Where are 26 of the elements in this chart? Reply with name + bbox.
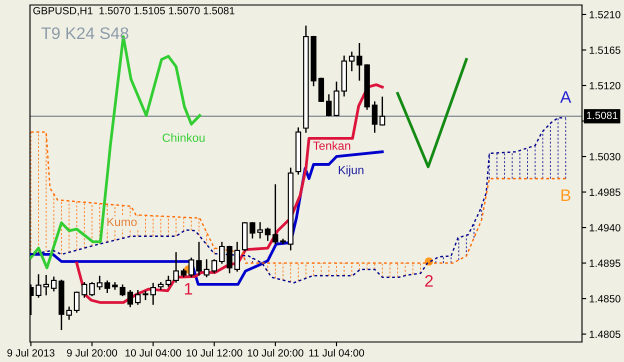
y-tick-label: 1.4805	[590, 330, 620, 338]
y-tick-label: 1.5120	[590, 82, 620, 90]
y-tick-label: 1.5030	[590, 153, 620, 160]
annotation: Kumo	[107, 218, 137, 226]
annotation: A	[560, 91, 572, 103]
y-tick-label: 1.4850	[590, 295, 620, 302]
annotation: Kijun	[338, 166, 364, 177]
y-tick-label: 1.4895	[590, 260, 620, 267]
y-tick-label: 1.4940	[590, 224, 620, 232]
annotation: Tenkan	[313, 141, 350, 150]
x-tick-label: 11 Jul 04:00	[309, 348, 364, 357]
chart-title: GBPUSD,H1 1.5070 1.5105 1.5070 1.5081	[33, 6, 234, 16]
x-tick-label: 10 Jul 20:00	[248, 348, 304, 357]
ref-line-label: 1.5081	[586, 112, 618, 120]
text: T9 K24 S48	[41, 27, 128, 40]
y-tick-label: 1.4985	[590, 188, 620, 196]
annotation: 1	[184, 283, 192, 295]
annotation: B	[562, 190, 570, 201]
x-tick-label: 10 Jul 12:00	[186, 348, 242, 357]
y-tick-label: 1.5165	[590, 46, 620, 54]
x-tick-label: 9 Jul 2013	[7, 348, 54, 357]
annotation: 2	[425, 275, 433, 287]
x-tick-label: 9 Jul 20:00	[67, 348, 118, 357]
annotation: Chinkou	[162, 133, 205, 142]
x-tick-label: 10 Jul 04:00	[126, 348, 182, 357]
y-tick-label: 1.5210	[590, 10, 620, 18]
